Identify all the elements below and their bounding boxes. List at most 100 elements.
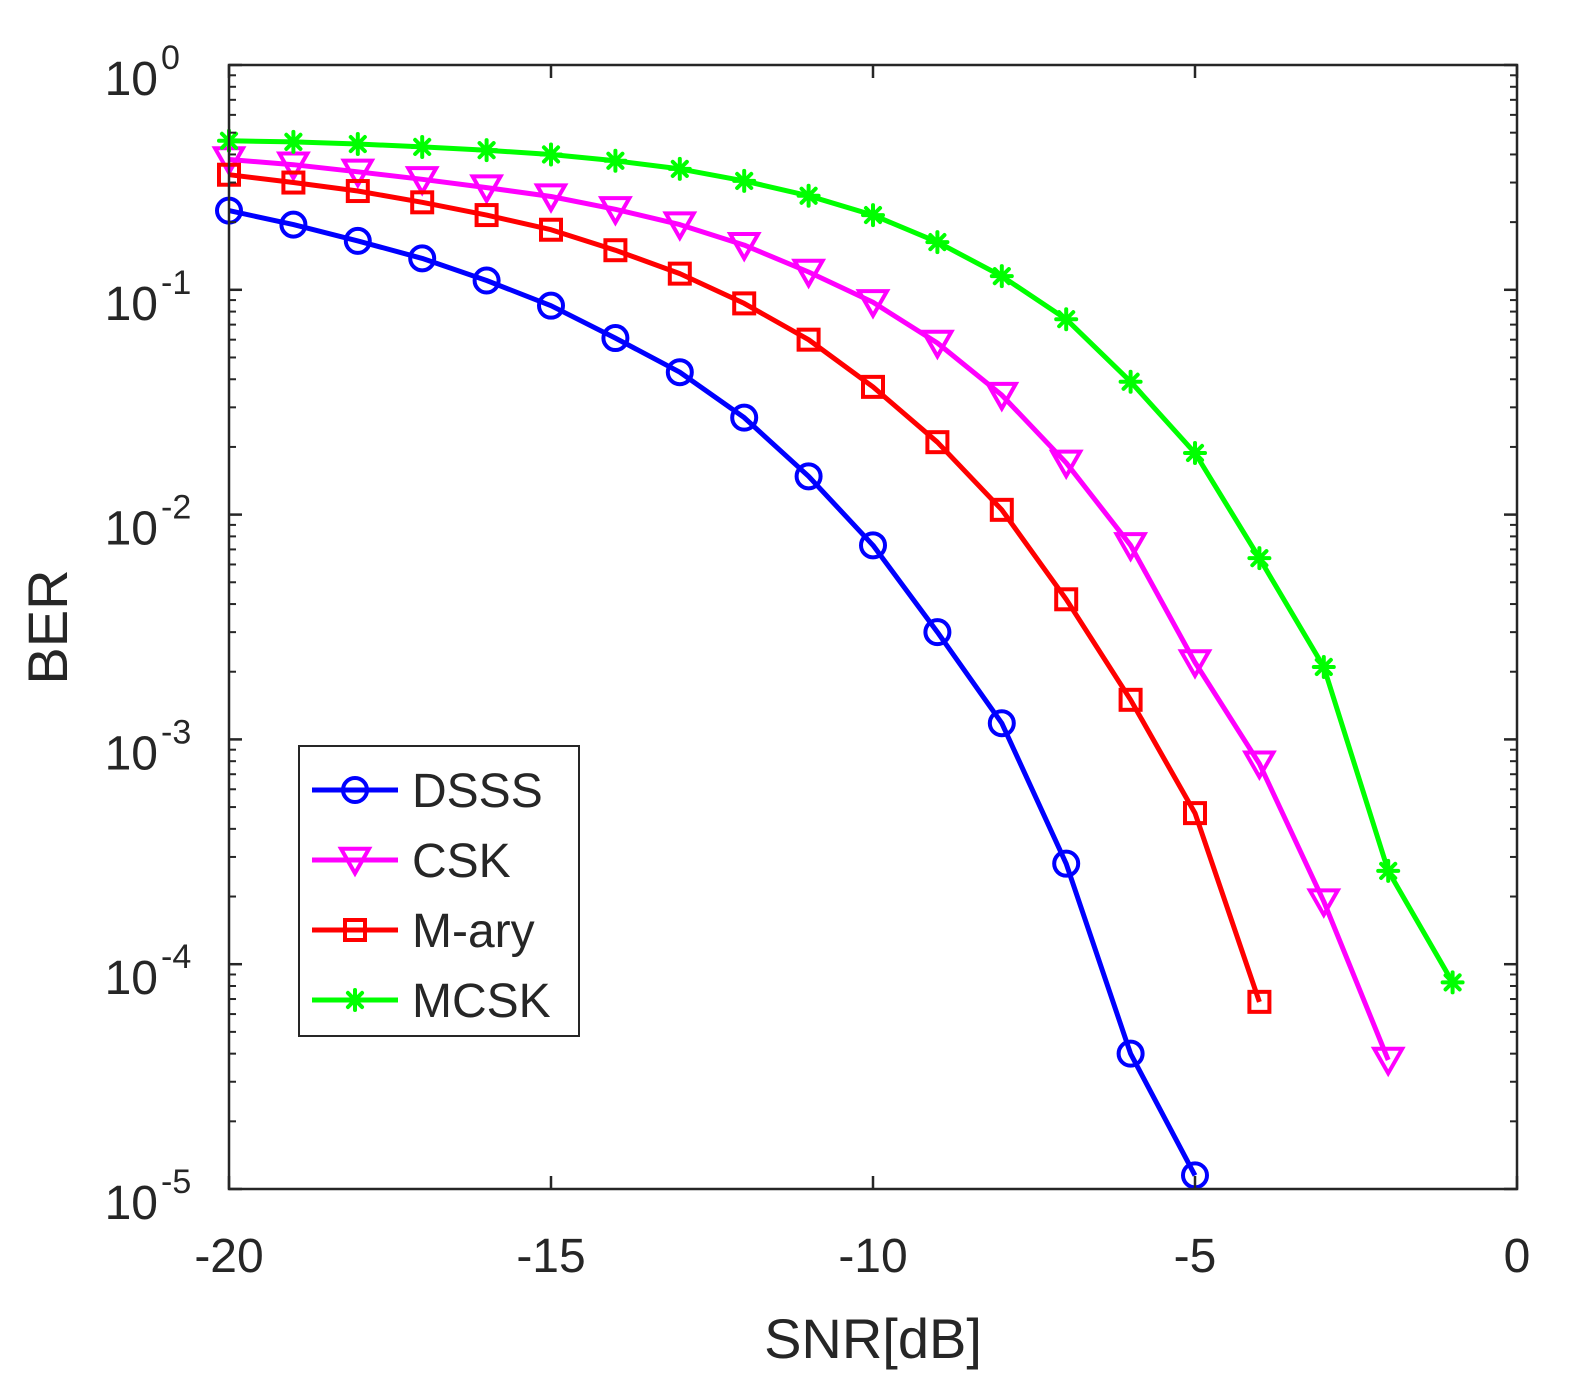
data-point-mcsk [925,230,950,255]
data-point-m-ary [603,238,628,263]
legend-label: CSK [412,835,511,888]
data-point-csk [855,289,891,320]
data-point-m-ary [732,291,757,316]
y-tick-label: 10 0 [105,39,180,106]
data-point-csk [597,196,633,227]
legend-swatch-marker [341,776,369,804]
legend-label: DSSS [412,765,543,818]
series-m-ary [217,162,1272,1014]
data-point-csk [791,258,827,290]
data-point-mcsk [281,129,306,154]
series-line-csk [228,157,1391,1061]
data-point-csk [1306,888,1342,919]
data-point-mcsk [345,132,370,157]
series-layer [211,128,1465,1190]
data-point-mcsk [796,183,821,208]
data-point-csk [1177,649,1213,680]
data-point-csk [662,211,698,242]
y-tick-label: 10 -3 [105,713,192,780]
data-point-csk [1113,532,1149,563]
y-tick-label-exp: -4 [161,938,191,976]
data-point-m-ary [1118,687,1143,712]
data-point-m-ary [539,217,563,242]
data-point-mcsk [1118,369,1143,394]
y-axis-label: BER [16,569,79,684]
data-point-m-ary [474,203,499,228]
data-point-mcsk [989,264,1014,289]
y-tick-label: 10 -1 [105,264,192,331]
data-point-csk [1370,1046,1406,1078]
series-mcsk [217,128,1465,995]
legend-swatch-marker [337,846,373,878]
data-point-csk [1048,449,1084,481]
y-tick-label: 10 -4 [105,938,192,1005]
y-tick-label: 10 -5 [105,1163,192,1230]
data-point-mcsk [667,156,692,181]
data-point-m-ary [345,179,370,204]
data-point-csk [340,158,376,190]
data-point-mcsk [539,142,563,167]
data-point-csk [1241,750,1277,781]
data-point-csk [404,166,440,197]
y-tick-label-base: 10 [105,53,158,106]
y-tick-label-base: 10 [105,278,158,331]
y-tick-label-base: 10 [105,503,158,556]
data-point-mcsk [1054,307,1079,332]
data-point-dsss [472,266,501,295]
x-tick-label: 0 [1504,1230,1531,1283]
data-point-mcsk [732,168,757,193]
legend-swatch-marker [343,918,367,942]
data-point-m-ary [796,327,821,352]
data-point-mcsk [1376,858,1401,883]
data-point-m-ary [281,170,306,195]
data-point-dsss [408,244,437,273]
data-point-mcsk [410,134,435,159]
data-point-dsss [343,226,372,255]
data-point-dsss [1116,1039,1145,1068]
data-point-m-ary [1054,587,1079,612]
legend-swatch-marker [343,988,367,1012]
data-point-mcsk [1311,654,1336,679]
y-tick-label-exp: 0 [161,39,180,77]
data-point-mcsk [474,138,499,163]
data-point-mcsk [1440,970,1465,995]
series-line-m-ary [228,172,1262,1003]
data-point-dsss [279,210,308,239]
data-point-csk [726,231,762,263]
data-point-dsss [537,291,565,320]
x-tick-label: -20 [194,1230,263,1283]
data-point-dsss [730,403,759,432]
data-point-m-ary [925,430,950,455]
data-point-dsss [601,324,630,353]
legend-item-csk: CSK [312,835,511,888]
x-axis-label: SNR[dB] [764,1307,982,1370]
data-point-m-ary [989,497,1014,522]
legend-item-m-ary: M-ary [312,905,535,958]
series-line-dsss [228,208,1198,1177]
data-point-csk [984,381,1020,413]
data-point-mcsk [603,148,628,173]
data-point-m-ary [1183,801,1207,826]
data-point-dsss [859,531,887,560]
y-tick-label-base: 10 [105,1177,158,1230]
data-point-dsss [1052,849,1081,878]
data-point-m-ary [1247,989,1272,1014]
y-tick-label-exp: -5 [161,1163,191,1201]
y-tick-label-base: 10 [105,952,158,1005]
data-point-m-ary [667,261,692,286]
data-point-csk [919,329,955,361]
legend: DSSS CSK M-ary MCSK [298,745,580,1037]
y-tick-label: 10 -2 [105,489,192,556]
y-minor-ticks [229,74,1517,1123]
y-tick-label-base: 10 [105,727,158,780]
y-tick-label-exp: -1 [161,264,191,302]
data-point-m-ary [410,190,435,215]
data-point-csk [533,183,569,214]
series-dsss [215,196,1209,1190]
legend-item-dsss: DSSS [312,765,543,818]
legend-label: M-ary [412,905,535,958]
data-point-mcsk [861,203,885,228]
data-point-m-ary [861,374,885,399]
